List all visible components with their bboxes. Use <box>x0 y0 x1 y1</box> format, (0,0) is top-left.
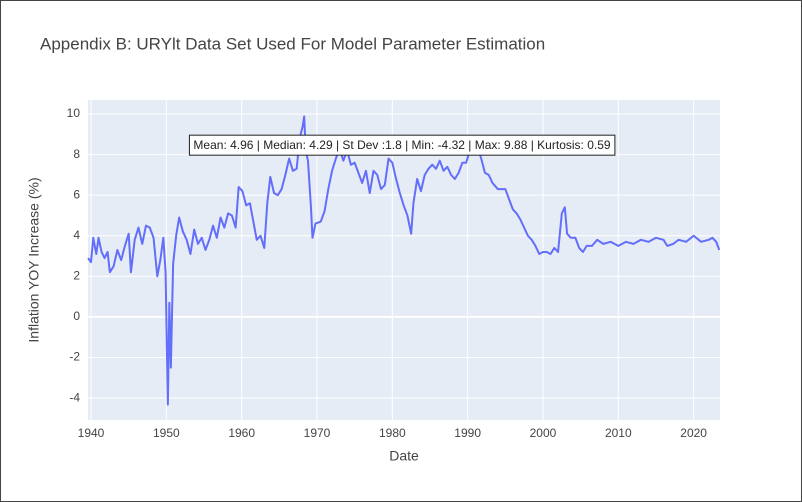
y-tick-label: -4 <box>69 390 80 404</box>
chart-title: Appendix B: URYlt Data Set Used For Mode… <box>40 34 545 53</box>
y-tick-label: 4 <box>73 228 80 242</box>
x-tick-label: 1970 <box>304 426 331 440</box>
y-tick-label: 8 <box>73 147 80 161</box>
y-tick-label: -2 <box>69 350 80 364</box>
stats-annotation: Mean: 4.96 | Median: 4.29 | St Dev :1.8 … <box>193 138 610 152</box>
x-tick-label: 2000 <box>530 426 557 440</box>
annotation-box <box>188 134 616 156</box>
y-axis-label: Inflation YOY Increase (%) <box>26 177 42 342</box>
x-tick-label: 2010 <box>605 426 632 440</box>
y-tick-label: 2 <box>73 269 80 283</box>
y-tick-label: 10 <box>67 106 81 120</box>
marks <box>87 115 721 406</box>
series-line <box>87 115 721 406</box>
y-tick-label: 0 <box>73 309 80 323</box>
x-tick-label: 1940 <box>78 426 105 440</box>
x-tick-label: 1950 <box>153 426 180 440</box>
y-tick-label: 6 <box>73 187 80 201</box>
x-tick-label: 1980 <box>379 426 406 440</box>
x-tick-label: 1990 <box>454 426 481 440</box>
x-tick-label: 1960 <box>228 426 255 440</box>
x-tick-label: 2020 <box>680 426 707 440</box>
x-axis-label: Date <box>389 448 419 464</box>
